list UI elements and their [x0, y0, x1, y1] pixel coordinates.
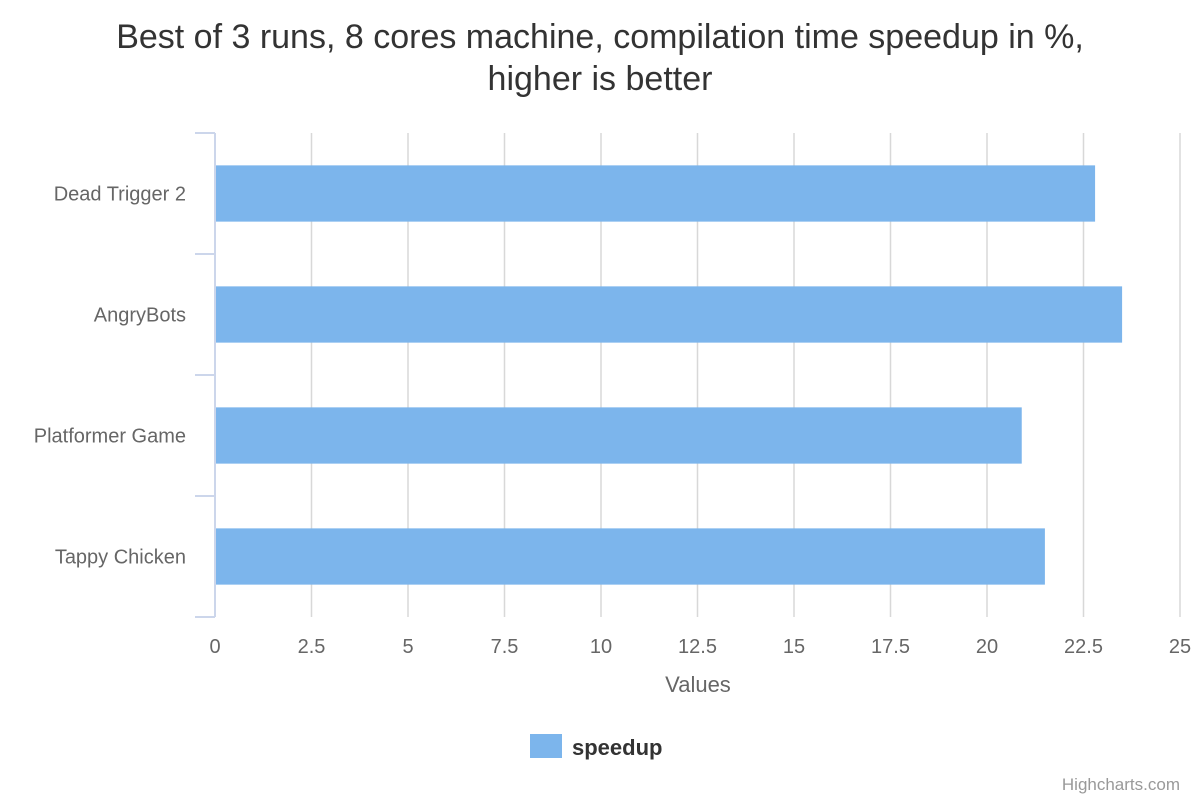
legend-swatch-speedup[interactable] — [530, 734, 562, 758]
category-label: Platformer Game — [34, 426, 186, 448]
bar[interactable] — [216, 165, 1096, 222]
category-label: AngryBots — [94, 305, 186, 327]
value-axis-tick-label: 7.5 — [491, 636, 519, 658]
credits-link[interactable]: Highcharts.com — [1062, 775, 1180, 794]
value-axis-tick-label: 22.5 — [1064, 636, 1103, 658]
chart-title-line-1: Best of 3 runs, 8 cores machine, compila… — [116, 18, 1084, 56]
legend-label-speedup[interactable]: speedup — [572, 735, 662, 760]
value-axis-tick-label: 25 — [1169, 636, 1191, 658]
value-axis-tick-label: 10 — [590, 636, 612, 658]
chart-title-line-2: higher is better — [488, 60, 713, 98]
value-axis-tick-label: 5 — [402, 636, 413, 658]
value-axis-tick-label: 17.5 — [871, 636, 910, 658]
value-axis-tick-label: 12.5 — [678, 636, 717, 658]
value-axis-tick-label: 15 — [783, 636, 805, 658]
value-axis-tick-labels: 0 2.5 5 7.5 10 12.5 15 17.5 20 22.5 25 — [209, 636, 1191, 658]
value-axis-tick-label: 2.5 — [298, 636, 326, 658]
category-label: Dead Trigger 2 — [54, 184, 186, 206]
bar[interactable] — [216, 407, 1022, 464]
bar-series — [216, 165, 1123, 585]
bar[interactable] — [216, 528, 1045, 585]
category-labels: Dead Trigger 2 AngryBots Platformer Game Ta… — [34, 184, 186, 569]
category-label: Tappy Chicken — [55, 547, 186, 569]
value-axis-title: Values — [665, 672, 731, 697]
legend[interactable]: speedup — [530, 734, 662, 760]
category-axis — [195, 132, 216, 618]
chart-title: Best of 3 runs, 8 cores machine, compila… — [116, 18, 1084, 98]
value-axis-tick-label: 0 — [209, 636, 220, 658]
bar[interactable] — [216, 286, 1123, 343]
value-axis-tick-label: 20 — [976, 636, 998, 658]
